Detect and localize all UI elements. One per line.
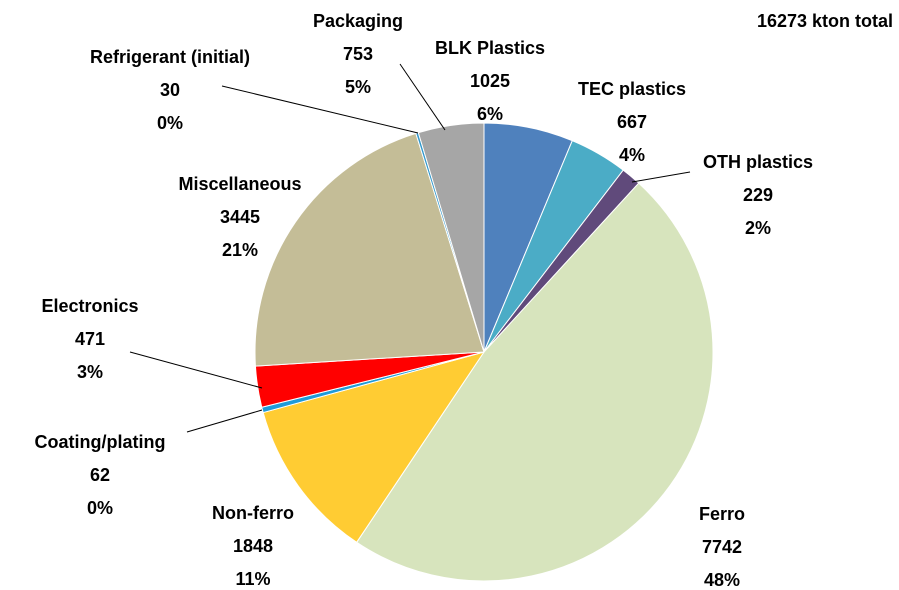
chart-title: 16273 kton total [757, 11, 893, 31]
slice-percent: 11% [235, 569, 270, 589]
pie-slice [355, 182, 714, 582]
slice-percent: 3% [77, 362, 103, 382]
pie-slice [417, 122, 485, 353]
slice-percent: 0% [157, 113, 183, 133]
slice-value: 7742 [702, 537, 742, 557]
slice-value: 30 [160, 80, 180, 100]
slice-value: 1025 [470, 71, 510, 91]
slice-label: TEC plastics [578, 79, 686, 99]
slice-label: Non-ferro [212, 503, 294, 523]
leader-line [399, 63, 446, 131]
slice-value: 3445 [220, 207, 260, 227]
pie-slice [254, 132, 485, 367]
slice-percent: 6% [477, 104, 503, 124]
slice-percent: 4% [619, 145, 645, 165]
slice-label: Packaging [313, 11, 403, 31]
slice-label: Coating/plating [35, 432, 166, 452]
slice-label: Refrigerant (initial) [90, 47, 250, 67]
slice-percent: 5% [345, 77, 371, 97]
slice-label: Electronics [41, 296, 138, 316]
slice-value: 471 [75, 329, 105, 349]
slice-percent: 0% [87, 498, 113, 518]
leader-line [129, 351, 263, 389]
slice-label: BLK Plastics [435, 38, 545, 58]
leader-line [186, 409, 263, 433]
leader-line [221, 85, 419, 134]
slice-label: Miscellaneous [178, 174, 301, 194]
slice-label: Ferro [699, 504, 745, 524]
slice-value: 1848 [233, 536, 273, 556]
leader-line [631, 171, 691, 183]
slice-label: OTH plastics [703, 152, 813, 172]
slice-value: 667 [617, 112, 647, 132]
slice-value: 62 [90, 465, 110, 485]
slice-percent: 21% [222, 240, 258, 260]
slice-value: 753 [343, 44, 373, 64]
slice-percent: 2% [745, 218, 771, 238]
pie-slice [262, 351, 486, 544]
slice-percent: 48% [704, 570, 740, 590]
slice-value: 229 [743, 185, 773, 205]
